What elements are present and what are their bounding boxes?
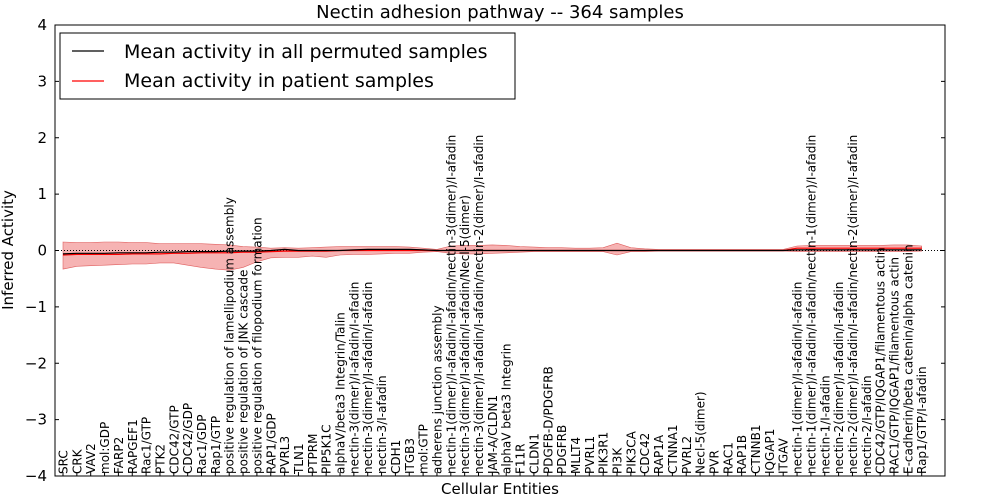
entity-label: PTK2	[153, 444, 167, 474]
y-tick-label: −4	[25, 467, 47, 485]
entity-label: Necl-5(dimer)	[694, 391, 708, 474]
y-tick-label: 1	[37, 185, 47, 203]
entity-label: PVRL1	[583, 436, 597, 474]
entity-label: PVRL3	[278, 436, 292, 474]
entity-label: RAP1/GDP	[264, 413, 278, 474]
entity-label: PDGFB-D/PDGFRB	[541, 366, 555, 474]
entity-label: CTNNA1	[666, 424, 680, 474]
activity-band	[62, 241, 922, 271]
entity-label: Rap1/GTP/I-afadin	[915, 366, 929, 474]
entity-label: Rap1/GTP	[209, 416, 223, 474]
entity-label: RAP1B	[735, 435, 749, 474]
entity-label: nectin-1/I-afadin	[818, 375, 832, 474]
entity-label: alphaV/beta3 Integrin/Talin	[334, 312, 348, 474]
y-tick-label: 0	[37, 242, 47, 260]
entity-label: CTNNB1	[749, 424, 763, 474]
entity-label: CDH1	[389, 440, 403, 474]
entity-label: F11R	[514, 443, 528, 474]
entity-label: PVRL2	[680, 436, 694, 474]
entity-label: RAP1A	[652, 434, 666, 474]
entity-label: PTPRM	[306, 434, 320, 475]
entity-label: nectin-1(dimer)/I-afadin/I-afadin/nectin…	[444, 135, 458, 474]
entity-label: nectin-2(dimer)/I-afadin/I-afadin/nectin…	[846, 135, 860, 474]
y-tick-label: 3	[37, 72, 47, 90]
entity-label: alphaV beta3 Integrin	[500, 343, 514, 474]
entity-label: CDC42/GTP/IQGAP1/filamentous actin	[874, 248, 888, 474]
entity-label: nectin-3(dimer)/I-afadin/I-afadin/Necl-5…	[458, 195, 472, 474]
series-line-permuted	[62, 248, 922, 255]
entity-label: CDC42/GTP	[167, 405, 181, 474]
entity-label: RAPGEF1	[126, 419, 140, 474]
entity-label: nectin-3/I-afadin	[375, 375, 389, 474]
entity-label: mol:GTP	[417, 424, 431, 474]
entity-label: nectin-2(dimer)/I-afadin/I-afadin	[832, 282, 846, 474]
y-tick-label: 4	[37, 16, 47, 34]
entity-label: adherens junction assembly	[430, 305, 444, 474]
entity-label: ITGAV	[777, 437, 791, 474]
x-axis-title: Cellular Entities	[441, 480, 559, 498]
entity-label: PIK3R1	[597, 432, 611, 474]
entity-label: nectin-1(dimer)/I-afadin/I-afadin	[791, 282, 805, 474]
chart-title: Nectin adhesion pathway -- 364 samples	[316, 2, 684, 23]
y-tick-label: −1	[25, 298, 47, 316]
entity-label: PDGFRB	[555, 425, 569, 474]
entity-label: FARP2	[112, 437, 126, 474]
entity-label: CRK	[70, 448, 84, 474]
y-tick-label: 2	[37, 129, 47, 147]
entity-label: ITGB3	[403, 438, 417, 474]
entity-label: nectin-3(dimer)/I-afadin/I-afadin	[361, 282, 375, 474]
legend: Mean activity in all permuted samples Me…	[59, 32, 516, 100]
entity-label: SRC	[57, 450, 71, 474]
entity-label: CDC42	[638, 433, 652, 474]
entity-label: nectin-3(dimer)/I-afadin/I-afadin	[347, 282, 361, 474]
entity-label: nectin-2/I-afadin	[860, 375, 874, 474]
entity-label: IQGAP1	[763, 429, 777, 474]
legend-label-patient: Mean activity in patient samples	[124, 70, 434, 92]
legend-label-permuted: Mean activity in all permuted samples	[124, 41, 487, 63]
entity-label: TLN1	[292, 443, 306, 475]
entity-label: positive regulation of lamellipodium ass…	[223, 197, 237, 474]
legend-box	[59, 32, 516, 100]
entity-label: positive regulation of filopodium format…	[250, 217, 264, 474]
entity-label: Rac1/GDP	[195, 415, 209, 474]
entity-label: PI3K	[611, 447, 625, 474]
entity-label: JAM-A/CLDN1	[486, 395, 500, 475]
entity-label: RAC1	[721, 442, 735, 474]
entity-label: RAC1/GTP/IQGAP1/filamentous actin	[888, 257, 902, 474]
y-tick-label: −2	[25, 354, 47, 372]
entity-label: nectin-3(dimer)/I-afadin/I-afadin/nectin…	[472, 135, 486, 474]
entity-label: CDC42/GDP	[181, 403, 195, 474]
entity-label: E-cadherin/beta catenin/alpha catenin	[901, 244, 915, 474]
entity-label: Rac1/GTP	[140, 417, 154, 474]
y-axis-title: Inferred Activity	[0, 190, 17, 310]
y-tick-label: −3	[25, 411, 47, 429]
entity-label: CLDN1	[527, 433, 541, 474]
entity-label: MLLT4	[569, 437, 583, 474]
entity-label: PVR	[707, 450, 721, 474]
plot-frame	[54, 24, 946, 477]
entity-label: VAV2	[84, 443, 98, 474]
entity-label: nectin-1(dimer)/I-afadin/I-afadin/nectin…	[804, 135, 818, 474]
entity-label: mol:GDP	[98, 422, 112, 474]
entity-label: PIP5K1C	[320, 424, 334, 474]
entity-label: positive regulation of JNK cascade	[237, 270, 251, 474]
entity-label: PIK3CA	[624, 430, 638, 474]
